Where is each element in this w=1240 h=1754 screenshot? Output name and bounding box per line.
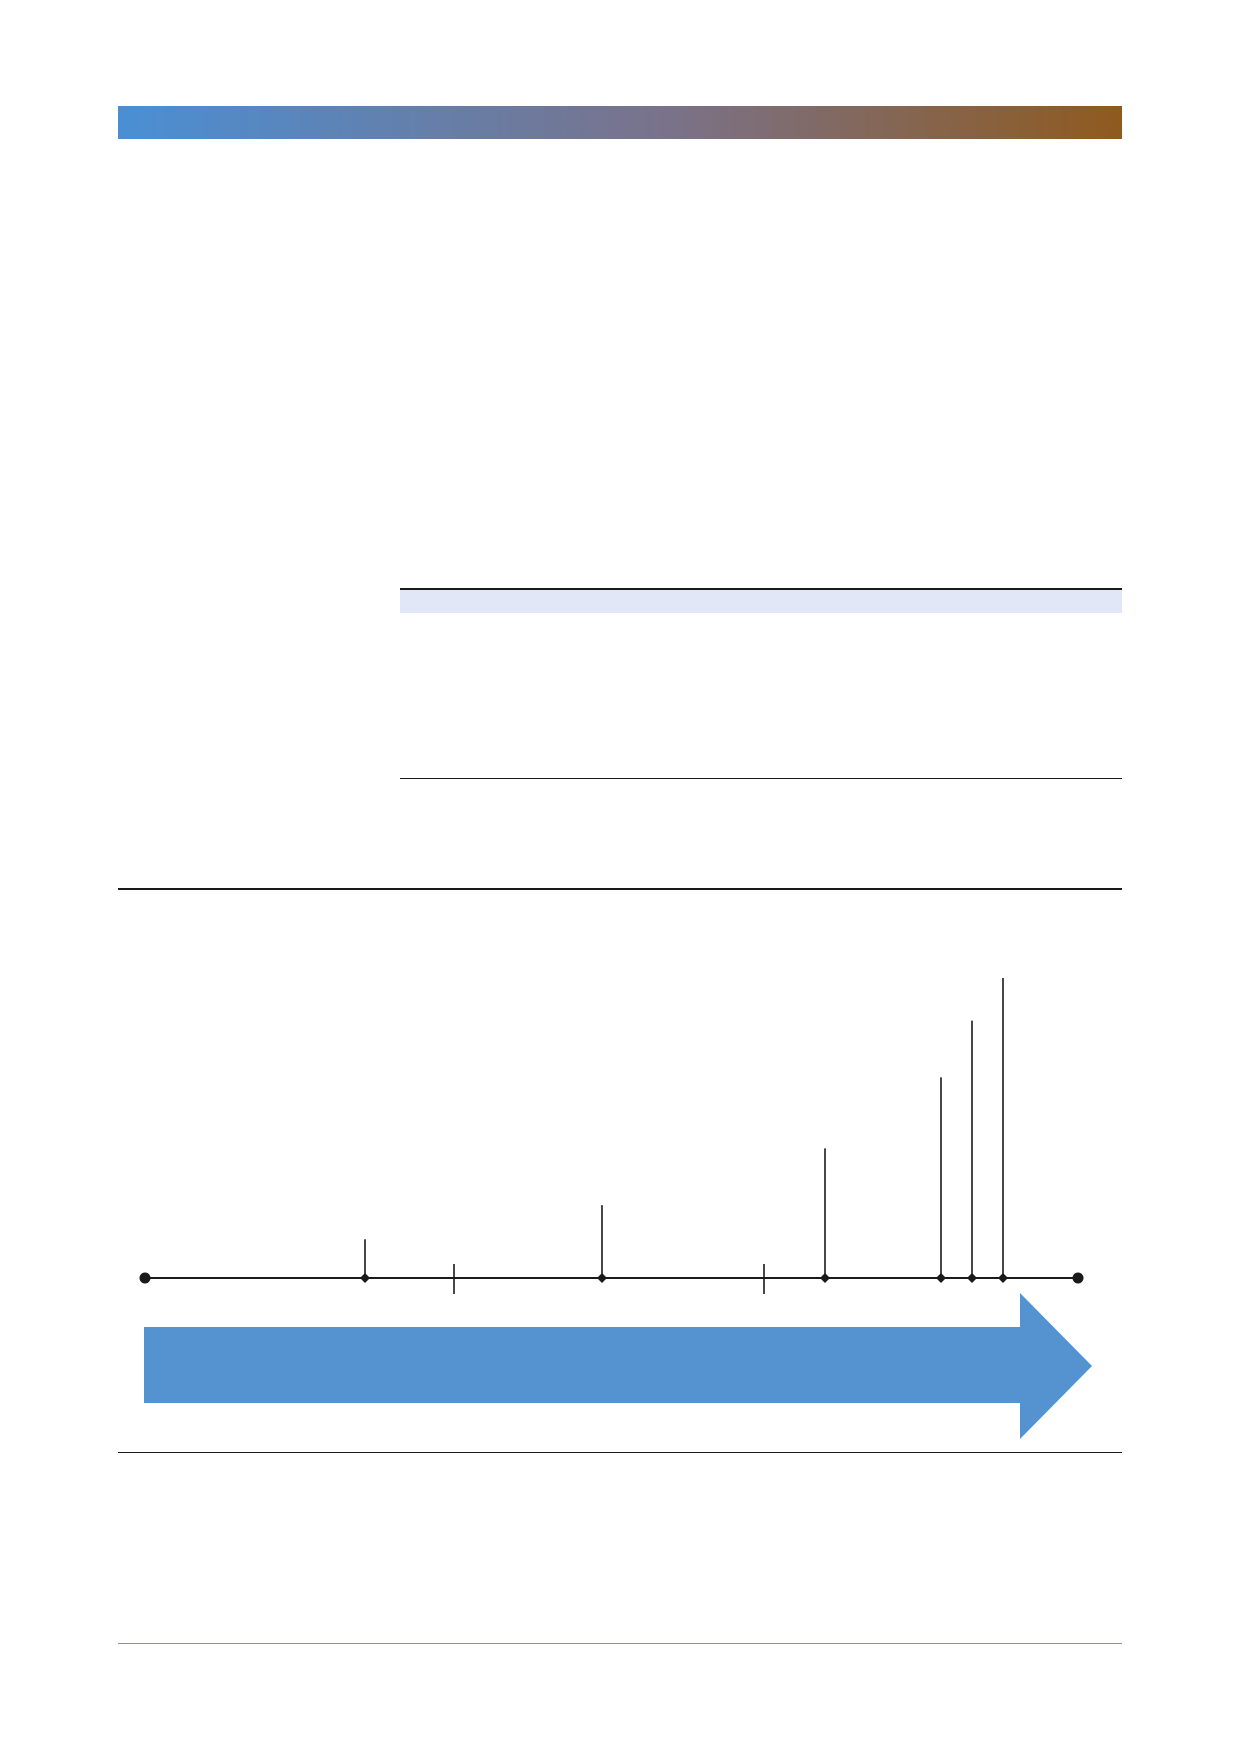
timeline-direction-arrow xyxy=(144,1293,1092,1439)
timeline-event-diamond xyxy=(820,1273,830,1283)
timeline-end-dot xyxy=(1072,1272,1084,1284)
table-bottom-rule xyxy=(400,778,1122,779)
table-header-row xyxy=(400,590,1122,613)
data-table xyxy=(400,588,1122,779)
figure-bottom-rule xyxy=(118,1452,1122,1453)
timeline-event-diamond xyxy=(998,1273,1008,1283)
timeline-event-diamond xyxy=(597,1273,607,1283)
footer-rule xyxy=(118,1643,1122,1644)
timeline-event-diamond xyxy=(967,1273,977,1283)
timeline-event-diamond xyxy=(936,1273,946,1283)
timeline-start-dot xyxy=(139,1272,151,1284)
table-top-rule xyxy=(400,588,1122,590)
header-color-band xyxy=(118,106,1122,139)
figure-top-rule xyxy=(118,888,1122,890)
timeline-event-diamond xyxy=(360,1273,370,1283)
